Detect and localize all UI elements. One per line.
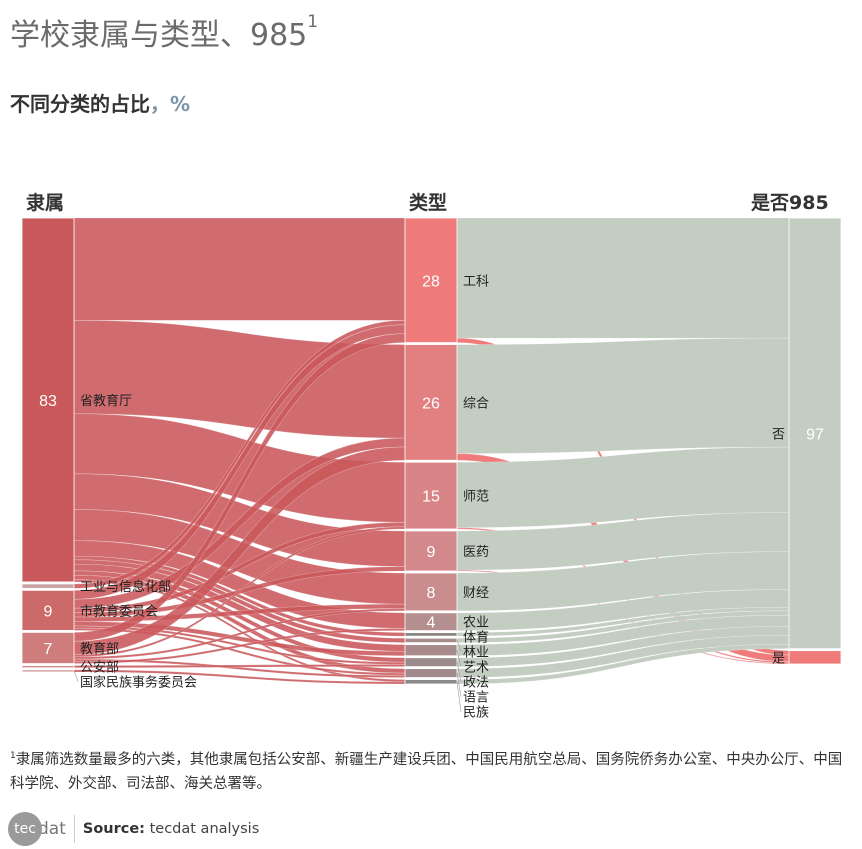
node-综合 bbox=[404, 344, 458, 461]
node-label-体育: 体育 bbox=[463, 630, 489, 646]
node-工科 bbox=[404, 217, 458, 343]
chart-subtitle: 不同分类的占比，% bbox=[10, 92, 191, 116]
node-林业 bbox=[404, 637, 458, 644]
node-label-语言: 语言 bbox=[463, 691, 489, 706]
node-民族 bbox=[404, 679, 458, 685]
node-value-农业: 4 bbox=[427, 615, 436, 632]
node-市教育委员会 bbox=[21, 589, 75, 631]
node-label-否: 否 bbox=[772, 427, 785, 442]
column-header-type: 类型 bbox=[409, 192, 448, 214]
node-value-否: 97 bbox=[806, 426, 824, 443]
node-value-综合: 26 bbox=[422, 395, 440, 412]
node-value-财经: 8 bbox=[427, 585, 436, 602]
node-政法 bbox=[404, 657, 458, 668]
node-国家民族事务委员会 bbox=[21, 669, 75, 673]
chart-title: 学校隶属与类型、9851 bbox=[10, 12, 319, 53]
node-label-财经: 财经 bbox=[463, 586, 489, 601]
source-line: Source: tecdat analysis bbox=[82, 821, 260, 837]
node-教育部 bbox=[21, 632, 75, 664]
node-label-国家民族事务委员会: 国家民族事务委员会 bbox=[80, 675, 197, 691]
tecdat-logo: tec bbox=[8, 812, 42, 846]
node-师范 bbox=[404, 461, 458, 530]
node-label-工科: 工科 bbox=[463, 274, 489, 289]
node-value-教育部: 7 bbox=[44, 641, 53, 658]
node-医药 bbox=[404, 530, 458, 572]
node-label-林业: 林业 bbox=[463, 646, 489, 661]
node-label-民族: 民族 bbox=[463, 705, 489, 721]
leader-line-民族 bbox=[456, 681, 462, 712]
node-label-农业: 农业 bbox=[463, 616, 489, 631]
link-工科-否 bbox=[456, 217, 790, 339]
node-农业 bbox=[404, 612, 458, 632]
leader-line-国家民族事务委员会 bbox=[73, 670, 79, 682]
node-label-师范: 师范 bbox=[463, 490, 489, 505]
links bbox=[73, 217, 790, 685]
divider bbox=[73, 815, 75, 843]
node-财经 bbox=[404, 572, 458, 612]
column-header-985: 是否985 bbox=[751, 192, 829, 214]
column-header-affiliation: 隶属 bbox=[26, 192, 65, 214]
footnote: 1隶属筛选数量最多的六类，其他隶属包括公安部、新疆生产建设兵团、中国民用航空总局… bbox=[10, 751, 843, 792]
node-label-省教育厅: 省教育厅 bbox=[80, 393, 132, 409]
node-label-公安部: 公安部 bbox=[80, 661, 119, 676]
node-value-市教育委员会: 9 bbox=[44, 603, 53, 620]
node-value-师范: 15 bbox=[422, 489, 440, 506]
footer: tec dat Source: tecdat analysis bbox=[8, 812, 259, 846]
node-是 bbox=[788, 650, 842, 665]
leader-line-语言 bbox=[456, 673, 462, 697]
leader-line-政法 bbox=[456, 662, 462, 682]
node-label-市教育委员会: 市教育委员会 bbox=[80, 603, 158, 619]
unit-label: ，% bbox=[150, 92, 191, 116]
node-体育 bbox=[404, 632, 458, 637]
node-省教育厅 bbox=[21, 217, 75, 583]
node-label-工业与信息化部: 工业与信息化部 bbox=[80, 579, 171, 595]
node-公安部 bbox=[21, 665, 75, 669]
node-value-工科: 28 bbox=[422, 273, 440, 290]
leader-line-林业 bbox=[456, 640, 462, 652]
node-value-省教育厅: 83 bbox=[39, 393, 57, 410]
node-语言 bbox=[404, 668, 458, 678]
node-艺术 bbox=[404, 644, 458, 657]
node-value-医药: 9 bbox=[427, 544, 436, 561]
node-工业与信息化部 bbox=[21, 583, 75, 589]
node-label-艺术: 艺术 bbox=[463, 661, 489, 676]
link-省教育厅-工科 bbox=[73, 217, 406, 321]
node-label-政法: 政法 bbox=[463, 676, 489, 691]
node-label-教育部: 教育部 bbox=[80, 641, 119, 657]
leader-line-艺术 bbox=[456, 650, 462, 667]
link-综合-否 bbox=[456, 337, 790, 454]
node-否 bbox=[788, 217, 842, 650]
node-label-综合: 综合 bbox=[463, 396, 489, 411]
node-label-医药: 医药 bbox=[463, 545, 489, 560]
node-label-是: 是 bbox=[772, 651, 785, 666]
